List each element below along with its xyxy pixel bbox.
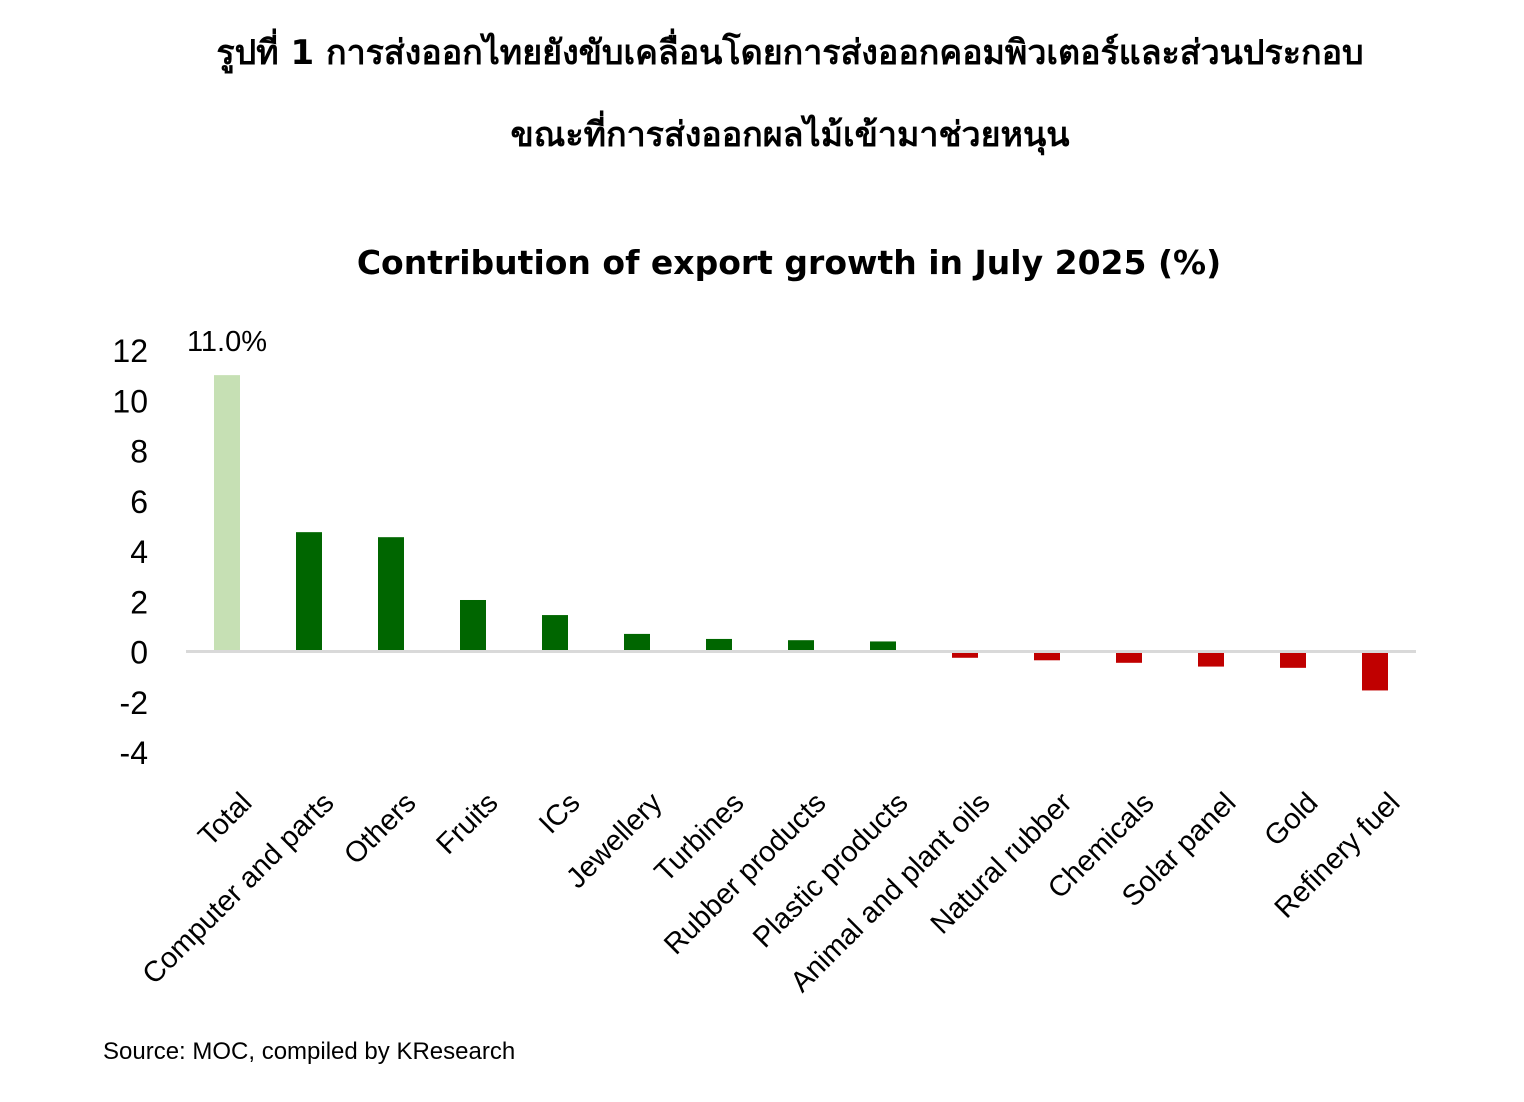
bar-natural-rubber [1034, 651, 1060, 661]
chart-title: Contribution of export growth in July 20… [357, 243, 1221, 282]
bar-fruits [460, 599, 486, 652]
x-tick-label: Gold [1258, 787, 1324, 853]
y-tick-label: 0 [130, 635, 148, 671]
bar-solar-panel [1198, 651, 1224, 667]
data-label-total: 11.0% [187, 326, 267, 358]
bar-ics [542, 615, 568, 652]
bar-chemicals [1116, 651, 1142, 663]
bar-rubber-products [788, 640, 814, 652]
bars-group [214, 375, 1388, 691]
bar-animal-and-plant-oils [952, 651, 978, 658]
bar-plastic-products [870, 641, 896, 652]
y-tick-label: 4 [130, 534, 148, 570]
bar-total [214, 375, 240, 652]
y-tick-label: -2 [120, 685, 148, 721]
data-labels-group: 11.0% [187, 326, 267, 358]
x-tick-label: Natural rubber [925, 787, 1079, 941]
x-tick-label: ICs [533, 787, 586, 840]
figure-title-line-2: ขณะที่การส่งออกผลไม้เข้ามาช่วยหนุน [510, 115, 1070, 155]
bar-computer-and-parts [296, 532, 322, 652]
x-tick-label: Total [192, 787, 258, 853]
bar-turbines [706, 638, 732, 652]
bar-refinery-fuel [1362, 651, 1388, 691]
source-note: Source: MOC, compiled by KResearch [103, 1038, 516, 1065]
figure-title-line-1: รูปที่ 1 การส่งออกไทยยังขับเคลื่อนโดยการ… [216, 33, 1364, 73]
y-tick-label: 10 [112, 383, 148, 419]
y-tick-label: -4 [120, 735, 148, 771]
y-tick-label: 8 [130, 434, 148, 470]
y-tick-label: 12 [112, 333, 148, 369]
bar-others [378, 537, 404, 652]
y-tick-label: 6 [130, 484, 148, 520]
x-tick-label: Others [338, 787, 422, 871]
y-axis-tick-labels: 12 10 8 6 4 2 0 -2 -4 [112, 333, 148, 771]
bar-gold [1280, 651, 1306, 668]
x-tick-label: Fruits [431, 787, 505, 861]
y-tick-label: 2 [130, 584, 148, 620]
bar-jewellery [624, 633, 650, 652]
